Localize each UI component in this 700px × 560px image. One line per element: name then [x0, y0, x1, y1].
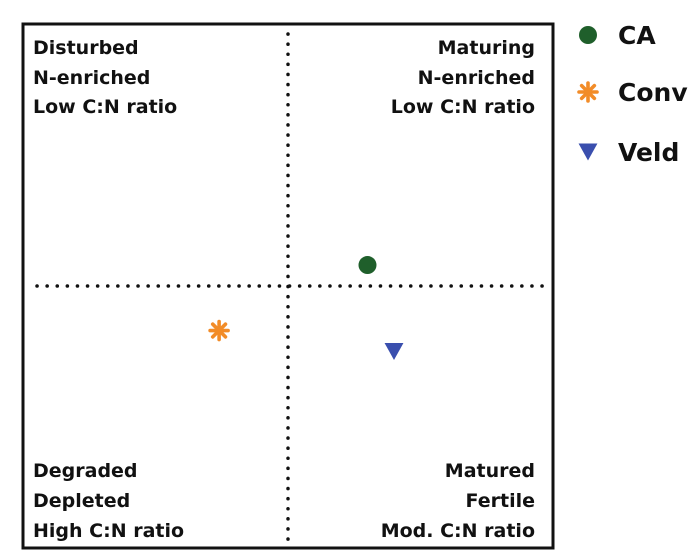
point-conv — [208, 319, 230, 342]
quadrant-top-right-line-1: Maturing — [438, 37, 535, 59]
point-ca — [358, 256, 377, 275]
quadrant-bottom-right-line-3: Mod. C:N ratio — [381, 520, 535, 542]
legend-label-veld: Veld — [618, 138, 679, 167]
quadrant-top-right-line-2: N-enriched — [418, 67, 535, 89]
legend-label-ca: CA — [618, 21, 656, 50]
legend-marker-ca — [579, 26, 597, 44]
quadrant-bottom-left-line-1: Degraded — [33, 460, 138, 482]
data-points — [208, 256, 404, 361]
quadrant-top-left-line-2: N-enriched — [33, 67, 150, 89]
quadrant-bottom-right-line-2: Fertile — [466, 490, 535, 512]
plot-frame — [21, 22, 555, 550]
quadrant-top-left-line-1: Disturbed — [33, 37, 139, 59]
quadrant-top-right-line-3: Low C:N ratio — [391, 96, 535, 118]
quadrant-bottom-left-line-3: High C:N ratio — [33, 520, 184, 542]
legend: CA Conv Veld — [577, 21, 688, 167]
quadrant-bottom-right-line-1: Matured — [445, 460, 535, 482]
legend-label-conv: Conv — [618, 78, 688, 107]
legend-marker-conv — [577, 81, 599, 103]
point-veld — [384, 342, 404, 361]
quadrant-bottom-left-line-2: Depleted — [33, 490, 130, 512]
quadrant-top-left-line-3: Low C:N ratio — [33, 96, 177, 118]
legend-marker-veld — [578, 143, 598, 161]
